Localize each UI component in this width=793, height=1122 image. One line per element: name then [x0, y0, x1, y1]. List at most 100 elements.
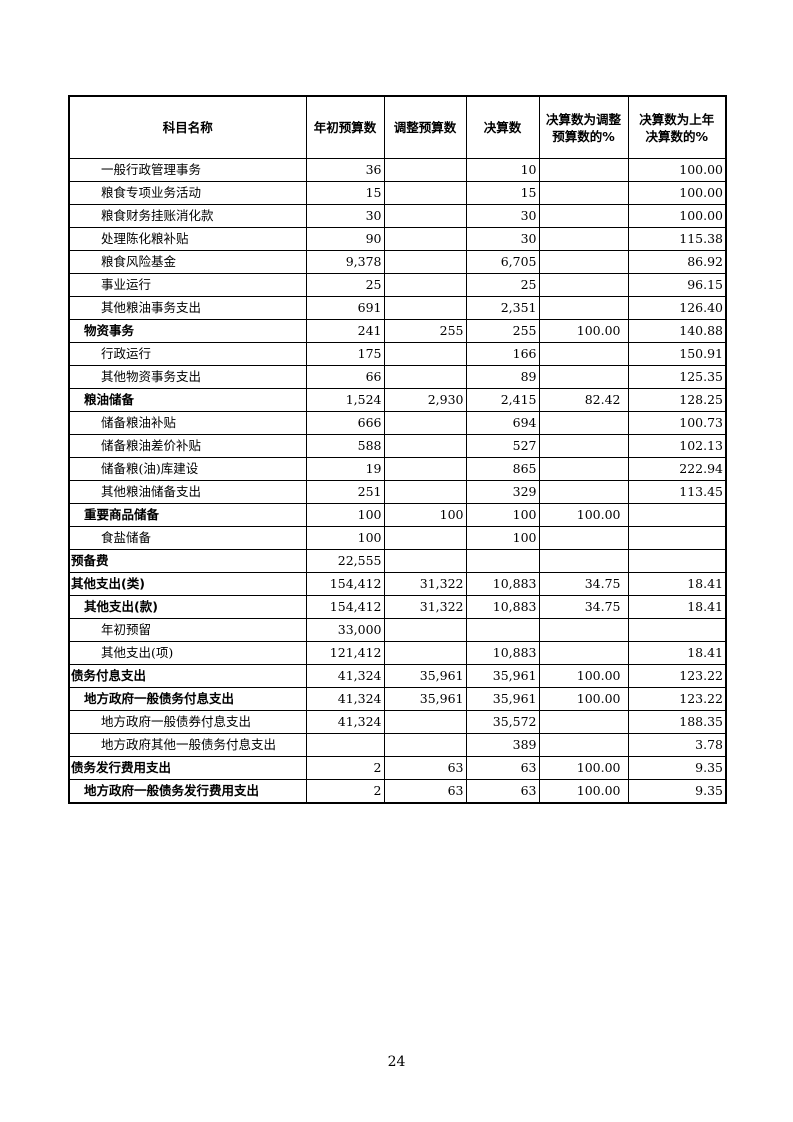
cell-subject: 一般行政管理事务: [68, 158, 307, 182]
cell-initial-budget: 691: [305, 296, 385, 320]
cell-pct-of-last-year: 128.25: [627, 388, 727, 412]
cell-final-account: 63: [465, 756, 540, 780]
cell-adjusted-budget: 31,322: [383, 572, 467, 596]
cell-pct-of-adjusted: 100.00: [538, 319, 629, 343]
table-row: 物资事务 241 255 255 100.00 140.88: [68, 319, 727, 343]
cell-adjusted-budget: [383, 618, 467, 642]
cell-adjusted-budget: 35,961: [383, 687, 467, 711]
table-row: 粮食风险基金 9,378 6,705 86.92: [68, 250, 727, 274]
cell-subject: 地方政府一般债券付息支出: [68, 710, 307, 734]
cell-pct-of-adjusted: [538, 411, 629, 435]
cell-subject: 行政运行: [68, 342, 307, 366]
cell-initial-budget: 41,324: [305, 664, 385, 688]
cell-final-account: 100: [465, 503, 540, 527]
cell-adjusted-budget: [383, 549, 467, 573]
table-row: 重要商品储备 100 100 100 100.00: [68, 503, 727, 527]
cell-pct-of-adjusted: 34.75: [538, 595, 629, 619]
cell-pct-of-last-year: 123.22: [627, 664, 727, 688]
cell-pct-of-last-year: 18.41: [627, 572, 727, 596]
cell-pct-of-adjusted: [538, 227, 629, 251]
header-final-account: 决算数: [465, 95, 540, 159]
cell-subject: 年初预留: [68, 618, 307, 642]
cell-initial-budget: 100: [305, 526, 385, 550]
budget-table: 科目名称 年初预算数 调整预算数 决算数 决算数为调整预算数的% 决算数为上年决…: [68, 95, 727, 804]
cell-initial-budget: 100: [305, 503, 385, 527]
cell-pct-of-adjusted: [538, 618, 629, 642]
cell-adjusted-budget: [383, 181, 467, 205]
cell-final-account: 89: [465, 365, 540, 389]
cell-final-account: 30: [465, 227, 540, 251]
cell-final-account: 35,572: [465, 710, 540, 734]
table-row: 债务付息支出 41,324 35,961 35,961 100.00 123.22: [68, 664, 727, 688]
cell-initial-budget: 154,412: [305, 595, 385, 619]
cell-subject: 地方政府其他一般债务付息支出: [68, 733, 307, 757]
cell-pct-of-last-year: [627, 549, 727, 573]
cell-adjusted-budget: [383, 342, 467, 366]
cell-final-account: 30: [465, 204, 540, 228]
cell-final-account: [465, 549, 540, 573]
cell-initial-budget: [305, 733, 385, 757]
table-row: 债务发行费用支出 2 63 63 100.00 9.35: [68, 756, 727, 780]
cell-initial-budget: 251: [305, 480, 385, 504]
cell-subject: 储备粮油补贴: [68, 411, 307, 435]
cell-pct-of-last-year: 100.00: [627, 204, 727, 228]
cell-pct-of-adjusted: 100.00: [538, 756, 629, 780]
cell-subject: 预备费: [68, 549, 307, 573]
header-initial-budget: 年初预算数: [305, 95, 385, 159]
table-row: 其他支出(类) 154,412 31,322 10,883 34.75 18.41: [68, 572, 727, 596]
cell-adjusted-budget: 100: [383, 503, 467, 527]
cell-initial-budget: 2: [305, 779, 385, 804]
cell-pct-of-last-year: 86.92: [627, 250, 727, 274]
cell-pct-of-adjusted: [538, 273, 629, 297]
cell-pct-of-last-year: 9.35: [627, 779, 727, 804]
cell-subject: 食盐储备: [68, 526, 307, 550]
cell-final-account: 694: [465, 411, 540, 435]
cell-final-account: 255: [465, 319, 540, 343]
cell-pct-of-last-year: 100.00: [627, 158, 727, 182]
cell-final-account: 166: [465, 342, 540, 366]
cell-adjusted-budget: [383, 250, 467, 274]
header-row: 科目名称 年初预算数 调整预算数 决算数 决算数为调整预算数的% 决算数为上年决…: [68, 95, 727, 159]
cell-initial-budget: 175: [305, 342, 385, 366]
cell-adjusted-budget: [383, 526, 467, 550]
cell-adjusted-budget: 35,961: [383, 664, 467, 688]
cell-pct-of-last-year: 96.15: [627, 273, 727, 297]
cell-subject: 粮油储备: [68, 388, 307, 412]
cell-final-account: 10,883: [465, 572, 540, 596]
cell-pct-of-adjusted: [538, 733, 629, 757]
cell-initial-budget: 588: [305, 434, 385, 458]
table-row: 地方政府一般债务付息支出 41,324 35,961 35,961 100.00 123.…: [68, 687, 727, 711]
table-row: 其他支出(款) 154,412 31,322 10,883 34.75 18.41: [68, 595, 727, 619]
cell-pct-of-last-year: 102.13: [627, 434, 727, 458]
cell-initial-budget: 154,412: [305, 572, 385, 596]
cell-subject: 粮食风险基金: [68, 250, 307, 274]
cell-final-account: 389: [465, 733, 540, 757]
cell-initial-budget: 121,412: [305, 641, 385, 665]
cell-subject: 其他粮油事务支出: [68, 296, 307, 320]
cell-final-account: 2,351: [465, 296, 540, 320]
cell-adjusted-budget: [383, 457, 467, 481]
cell-final-account: 63: [465, 779, 540, 804]
cell-pct-of-last-year: 100.00: [627, 181, 727, 205]
table-row: 预备费 22,555: [68, 549, 727, 573]
cell-initial-budget: 9,378: [305, 250, 385, 274]
cell-subject: 其他支出(款): [68, 595, 307, 619]
header-pct-of-last-year: 决算数为上年决算数的%: [627, 95, 727, 159]
cell-final-account: 100: [465, 526, 540, 550]
cell-pct-of-last-year: 222.94: [627, 457, 727, 481]
cell-pct-of-adjusted: [538, 526, 629, 550]
cell-subject: 债务发行费用支出: [68, 756, 307, 780]
cell-pct-of-adjusted: 100.00: [538, 664, 629, 688]
cell-pct-of-last-year: 123.22: [627, 687, 727, 711]
cell-pct-of-last-year: 125.35: [627, 365, 727, 389]
cell-subject: 地方政府一般债务发行费用支出: [68, 779, 307, 804]
cell-pct-of-last-year: 188.35: [627, 710, 727, 734]
table-row: 其他粮油事务支出 691 2,351 126.40: [68, 296, 727, 320]
cell-pct-of-adjusted: [538, 296, 629, 320]
cell-adjusted-budget: [383, 710, 467, 734]
header-adjusted-budget: 调整预算数: [383, 95, 467, 159]
cell-final-account: 35,961: [465, 687, 540, 711]
cell-initial-budget: 66: [305, 365, 385, 389]
cell-pct-of-adjusted: [538, 710, 629, 734]
cell-initial-budget: 25: [305, 273, 385, 297]
